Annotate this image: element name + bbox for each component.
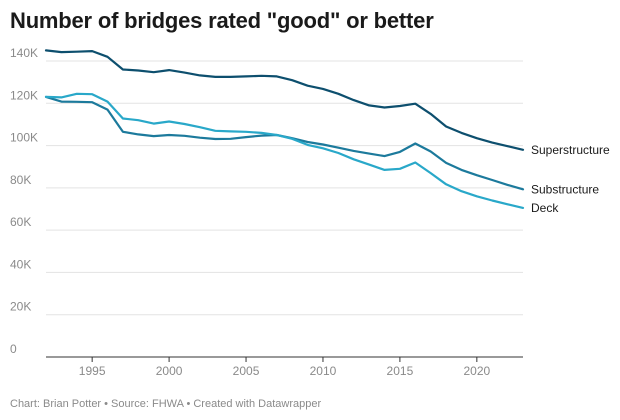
x-tick-label: 2020 bbox=[463, 364, 490, 378]
series-lines bbox=[44, 49, 525, 209]
x-axis-ticks: 1995 2000 2005 2010 2015 2020 bbox=[79, 357, 491, 378]
y-tick-label: 0 bbox=[10, 342, 17, 356]
x-tick-label: 2005 bbox=[233, 364, 260, 378]
y-axis-ticks: 0 20K 40K 60K 80K 100K 120K 140K bbox=[10, 46, 38, 356]
chart-title: Number of bridges rated "good" or better bbox=[10, 8, 434, 33]
series-label-substructure: Substructure bbox=[531, 182, 599, 196]
y-tick-label: 140K bbox=[10, 46, 38, 60]
x-tick-label: 2015 bbox=[387, 364, 414, 378]
y-tick-label: 20K bbox=[10, 300, 31, 314]
series-label-deck: Deck bbox=[531, 201, 559, 215]
series-label-superstructure: Superstructure bbox=[531, 143, 610, 157]
series-labels: Superstructure Substructure Deck bbox=[531, 143, 610, 215]
series-line-substructure bbox=[44, 95, 525, 191]
series-line-deck bbox=[44, 92, 525, 209]
x-tick-label: 2000 bbox=[156, 364, 183, 378]
gridlines bbox=[46, 60, 523, 358]
y-tick-label: 60K bbox=[10, 215, 31, 229]
series-line-superstructure bbox=[44, 49, 525, 151]
x-tick-label: 1995 bbox=[79, 364, 106, 378]
y-tick-label: 120K bbox=[10, 88, 38, 102]
chart-footer: Chart: Brian Potter • Source: FHWA • Cre… bbox=[10, 398, 322, 410]
y-tick-label: 100K bbox=[10, 131, 38, 145]
x-tick-label: 2010 bbox=[310, 364, 337, 378]
y-tick-label: 40K bbox=[10, 257, 31, 271]
y-tick-label: 80K bbox=[10, 173, 31, 187]
